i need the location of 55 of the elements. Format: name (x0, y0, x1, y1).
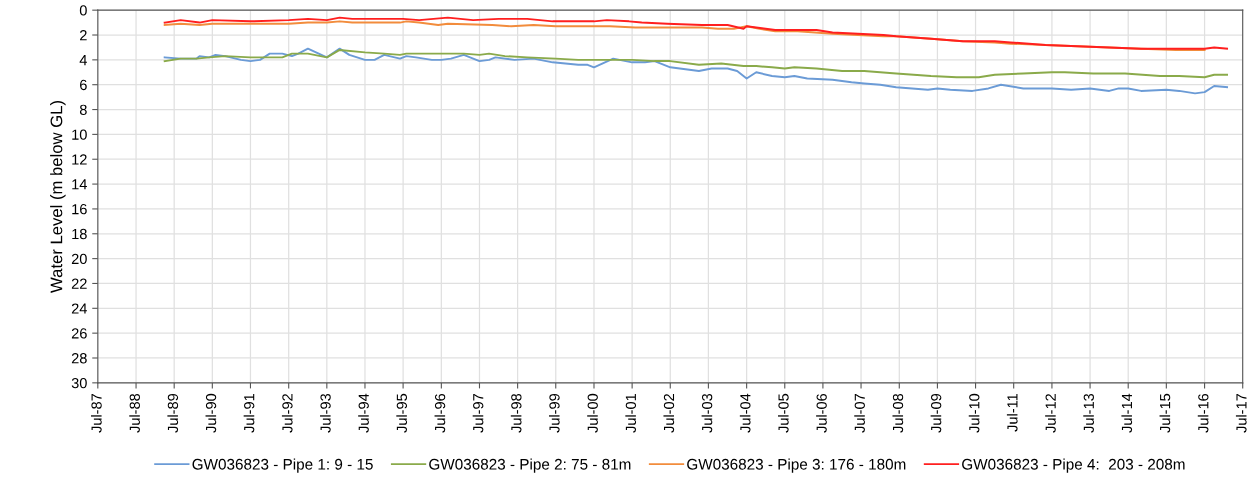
x-tick-label: Jul-06 (816, 393, 827, 433)
line-series (163, 47, 1229, 95)
x-tick-label: Jul-04 (739, 393, 751, 433)
x-tick-label: Jul-90 (205, 393, 217, 433)
x-tick-label: Jul-02 (663, 393, 675, 433)
y-axis-title: Water Level (m below GL) (50, 101, 66, 293)
x-tick-label: Jul-95 (396, 393, 408, 433)
line-series (163, 16, 1229, 50)
x-tick-label: Jul-11 (1006, 393, 1018, 432)
y-tick-label: 16 (72, 204, 87, 215)
y-tick-label: 14 (72, 179, 87, 190)
x-tick-label: Jul-87 (91, 393, 102, 433)
legend-label: GW036823 - Pipe 4: 203 - 208m (962, 458, 1185, 473)
line-series (163, 48, 1229, 79)
x-tick-label: Jul-93 (320, 393, 331, 433)
x-tick-label: Jul-12 (1045, 393, 1056, 433)
x-tick-label: Jul-15 (1159, 393, 1171, 433)
x-tick-label: Jul-88 (129, 393, 140, 433)
x-tick-label: Jul-17 (1235, 393, 1247, 433)
y-tick-label: 22 (71, 278, 87, 289)
x-tick-label: Jul-92 (281, 393, 293, 433)
legend-label: GW036823 - Pipe 1: 9 - 15 (192, 458, 373, 473)
x-tick-label: Jul-01 (625, 393, 637, 433)
y-tick-label: 26 (71, 328, 87, 339)
x-tick-label: Jul-94 (358, 393, 369, 433)
y-tick-label: 30 (71, 377, 87, 389)
x-tick-label: Jul-98 (510, 393, 522, 433)
x-tick-label: Jul-16 (1197, 393, 1209, 433)
y-tick-label: 2 (80, 30, 87, 41)
x-tick-label: Jul-00 (587, 393, 598, 433)
x-tick-label: Jul-07 (854, 393, 865, 433)
x-tick-label: Jul-03 (701, 393, 713, 433)
x-tick-label: Jul-91 (243, 393, 255, 433)
x-tick-label: Jul-05 (777, 393, 789, 433)
y-tick-label: 0 (79, 5, 87, 16)
x-tick-label: Jul-13 (1083, 393, 1094, 433)
y-tick-label: 24 (71, 303, 87, 314)
x-tick-label: Jul-14 (1121, 393, 1133, 433)
x-tick-label: Jul-97 (472, 393, 484, 433)
y-tick-label: 18 (72, 228, 87, 240)
x-tick-label: Jul-09 (930, 393, 942, 433)
y-tick-label: 4 (79, 55, 87, 66)
y-tick-label: 28 (71, 353, 87, 364)
x-tick-label: Jul-08 (892, 393, 904, 433)
y-tick-label: 12 (72, 154, 87, 165)
legend-label: GW036823 - Pipe 2: 75 - 81m (429, 458, 631, 473)
y-tick-label: 6 (80, 79, 87, 91)
x-tick-label: Jul-96 (434, 393, 446, 433)
legend-label: GW036823 - Pipe 3: 176 - 180m (687, 458, 906, 473)
y-tick-label: 8 (79, 104, 87, 115)
y-tick-label: 20 (71, 253, 87, 265)
x-tick-label: Jul-99 (548, 393, 560, 433)
x-tick-label: Jul-89 (167, 393, 179, 433)
x-tick-label: Jul-10 (968, 393, 980, 433)
y-tick-label: 10 (72, 129, 87, 140)
